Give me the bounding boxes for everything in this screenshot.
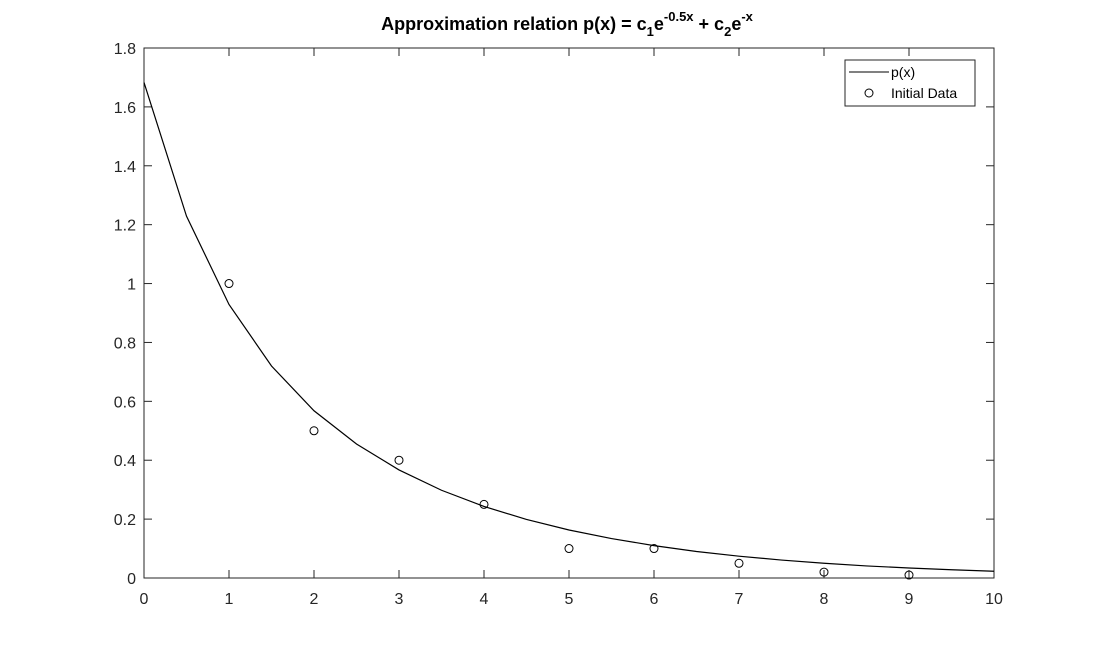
y-tick-label: 0.8 — [114, 335, 136, 352]
data-point — [904, 570, 914, 580]
y-tick-label: 0.2 — [114, 512, 136, 529]
x-tick-label: 10 — [985, 591, 1003, 608]
y-tick-label: 0.4 — [114, 453, 136, 470]
y-tick-label: 1.4 — [114, 159, 136, 176]
y-tick-label: 0 — [127, 571, 136, 588]
x-tick-label: 8 — [820, 591, 829, 608]
data-point — [564, 544, 574, 554]
data-point — [819, 567, 829, 577]
data-point — [479, 499, 489, 509]
x-tick-label: 2 — [310, 591, 319, 608]
x-tick-label: 0 — [140, 591, 149, 608]
x-tick-label: 7 — [735, 591, 744, 608]
plot-area — [143, 47, 995, 579]
series-line-pofx — [143, 82, 995, 572]
y-tick-label: 1.6 — [114, 100, 136, 117]
x-tick-label: 1 — [225, 591, 234, 608]
data-point — [734, 558, 744, 568]
title-exp-base-2: e — [731, 14, 741, 34]
data-point — [224, 279, 234, 289]
x-tick-label: 4 — [480, 591, 489, 608]
data-point — [309, 426, 319, 436]
y-axis: 0 0.2 0.4 0.6 0.8 1 1.2 1.4 1.6 1.8 — [114, 41, 994, 588]
x-tick-label: 3 — [395, 591, 404, 608]
title-prefix: Approximation relation p(x) = c — [381, 14, 647, 34]
x-tick-label: 6 — [650, 591, 659, 608]
title-subscript-1: 1 — [647, 24, 654, 39]
y-tick-label: 0.6 — [114, 394, 136, 411]
legend-label-pofx: p(x) — [891, 64, 915, 80]
title-plus: + c — [694, 14, 725, 34]
data-point — [394, 455, 404, 465]
y-tick-label: 1.8 — [114, 41, 136, 58]
x-axis: 0 1 2 3 4 5 6 7 8 9 10 — [140, 48, 1003, 608]
legend-marker-swatch — [864, 88, 874, 98]
y-tick-label: 1 — [127, 277, 136, 294]
legend-box — [844, 59, 976, 107]
title-superscript-2: -x — [741, 9, 753, 24]
title-exp-base-1: e — [654, 14, 664, 34]
data-point — [649, 544, 659, 554]
y-tick-label: 1.2 — [114, 218, 136, 235]
axes-frame — [143, 47, 995, 579]
series-layer — [143, 82, 995, 580]
chart-title: Approximation relation p(x) = c1e-0.5x +… — [381, 9, 754, 39]
title-subscript-2: 2 — [724, 24, 731, 39]
title-superscript-1: -0.5x — [664, 9, 694, 24]
x-tick-label: 5 — [565, 591, 574, 608]
legend: p(x) Initial Data — [844, 59, 976, 107]
legend-label-initial-data: Initial Data — [891, 85, 957, 101]
x-tick-label: 9 — [905, 591, 914, 608]
